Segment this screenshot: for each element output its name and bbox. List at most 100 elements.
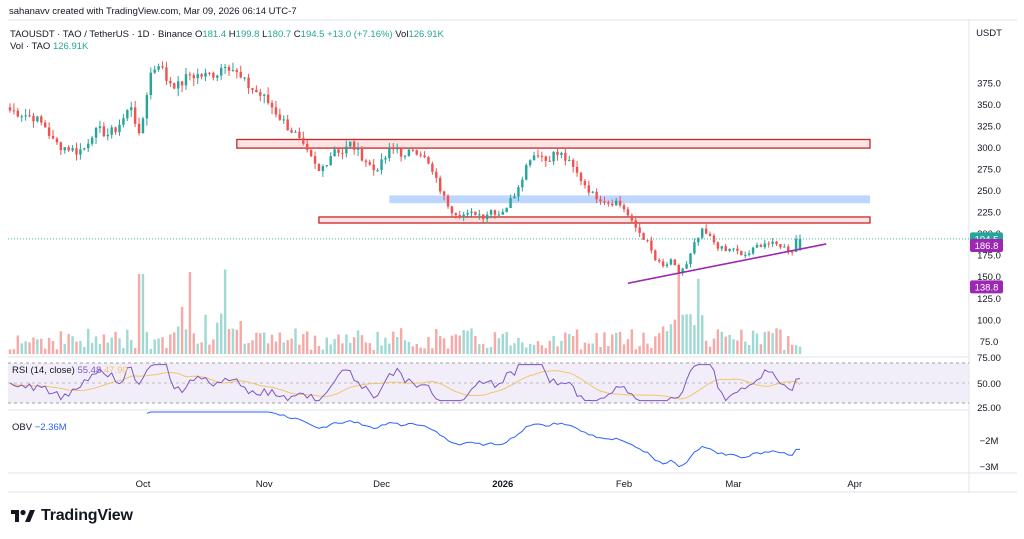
candle-body [536, 155, 540, 157]
volume-bar [630, 329, 634, 354]
volume-bar [71, 336, 74, 354]
candle-body [59, 142, 63, 151]
candle-body [532, 155, 536, 161]
volume-bar [161, 337, 164, 354]
tradingview-logo[interactable]: TradingView [10, 507, 133, 525]
volume-bar [153, 339, 156, 354]
price-tick-label: 350.0 [977, 100, 1001, 111]
volume-bar [40, 338, 43, 354]
volume-bar [657, 333, 661, 354]
candle-body [141, 118, 145, 134]
candle-body [525, 165, 528, 180]
volume-bar [525, 347, 528, 354]
candle-body [489, 210, 493, 215]
volume-bar [650, 347, 653, 354]
volume-bar [141, 274, 145, 354]
volume-bar [575, 329, 579, 354]
volume-bar [122, 348, 125, 354]
rsi-legend-label[interactable]: RSI (14, close) [12, 365, 75, 376]
volume-bar [763, 331, 767, 354]
price-tick-label: 125.0 [977, 294, 1001, 305]
candle-body [20, 116, 23, 118]
created-by-line: sahanavv created with TradingView.com, M… [9, 6, 297, 17]
candle-body [630, 215, 634, 221]
volume-bar [204, 314, 207, 354]
volume-bar [521, 342, 524, 354]
volume-bar [732, 339, 735, 354]
candle-body [642, 232, 645, 240]
candle-body [603, 201, 606, 203]
volume-bar [528, 344, 532, 354]
volume-bar [618, 331, 622, 354]
candle-body [126, 110, 129, 119]
time-axis-label: Dec [373, 479, 390, 490]
candle-body [771, 241, 774, 244]
candle-body [560, 152, 563, 155]
volume-bar [720, 331, 723, 354]
volume-bar [591, 343, 594, 354]
tradingview-logo-text: TradingView [41, 507, 133, 524]
candle-body [384, 157, 387, 160]
candle-body [419, 154, 422, 156]
volume-bar [313, 335, 317, 354]
volume-bar [251, 340, 254, 354]
symbol-label[interactable]: TAOUSDT · TAO / TetherUS · 1D · Binance [10, 29, 193, 40]
demand-zone [389, 195, 870, 204]
volume-bar [626, 339, 630, 354]
volume-bar [63, 343, 66, 354]
candle-body [165, 67, 168, 81]
volume-bar [603, 332, 606, 354]
volume-bar [771, 333, 774, 354]
candle-body [763, 243, 767, 248]
candle-body [83, 148, 86, 150]
candle-body [145, 95, 149, 119]
volume-bar [642, 332, 645, 354]
candle-body [153, 69, 156, 73]
candle-body [67, 147, 70, 151]
volume-bar [501, 333, 504, 354]
volume-bar [239, 321, 242, 354]
volume-bar [669, 324, 673, 354]
volume-bar [638, 346, 641, 354]
legend-symbol-line: TAOUSDT · TAO / TetherUS · 1D · Binance … [10, 29, 444, 40]
candle-body [446, 195, 450, 207]
time-axis-label: 2026 [492, 479, 513, 490]
volume-bar [787, 336, 790, 354]
volume-bar [427, 337, 430, 354]
volume-bar [259, 333, 262, 354]
volume-bar [106, 342, 109, 354]
candle-body [591, 191, 594, 193]
volume-bar [704, 340, 708, 354]
zones-layer [236, 138, 871, 224]
candle-body [294, 131, 297, 133]
volume-bar [552, 335, 555, 354]
candle-body [661, 261, 665, 267]
candle-body [614, 200, 618, 206]
candle-body [102, 126, 106, 137]
volume-indicator-label[interactable]: Vol · TAO [10, 41, 51, 52]
candle-body [493, 210, 497, 215]
candle-body [689, 253, 692, 265]
volume-bar [75, 341, 78, 354]
candle-body [94, 127, 98, 138]
candle-body [794, 238, 798, 252]
volume-bar [462, 330, 465, 354]
obv-legend-label[interactable]: OBV [12, 422, 33, 433]
candle-body [87, 143, 90, 149]
volume-bar [376, 331, 379, 354]
candle-body [43, 122, 47, 128]
candle-body [184, 74, 188, 86]
volume-bar [126, 329, 129, 354]
obv-legend-value: −2.36M [34, 422, 67, 433]
candle-body [259, 92, 262, 96]
volume-bar [298, 344, 301, 354]
volume-bar [689, 314, 692, 354]
volume-bar [701, 315, 704, 354]
candle-body [278, 114, 282, 120]
volume-bar [583, 342, 587, 354]
volume-bar [223, 269, 227, 354]
candle-body [693, 242, 696, 254]
candle-body [728, 248, 731, 252]
volume-bar [137, 274, 141, 354]
